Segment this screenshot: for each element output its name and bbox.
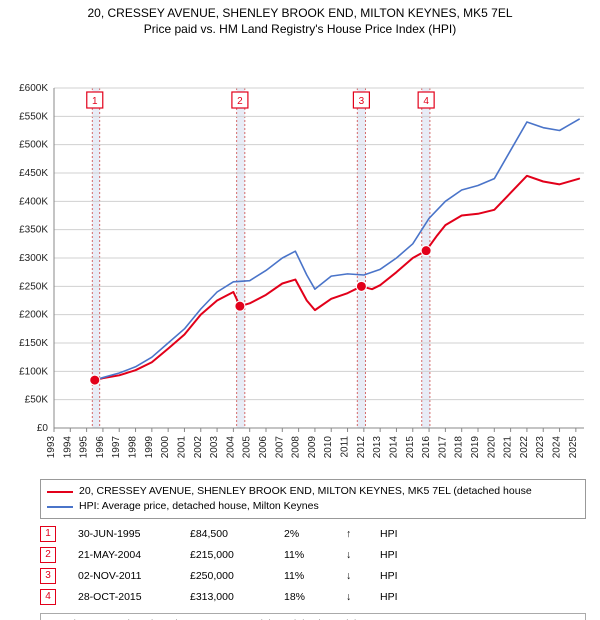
- sale-date: 28-OCT-2015: [78, 591, 168, 603]
- sale-date: 02-NOV-2011: [78, 570, 168, 582]
- svg-text:2015: 2015: [405, 436, 416, 459]
- sale-pct: 2%: [284, 528, 324, 540]
- sale-marker-box: 4: [40, 589, 56, 605]
- svg-text:£100K: £100K: [19, 366, 48, 377]
- title-line-1: 20, CRESSEY AVENUE, SHENLEY BROOK END, M…: [0, 6, 600, 20]
- svg-text:2000: 2000: [160, 436, 171, 459]
- legend: 20, CRESSEY AVENUE, SHENLEY BROOK END, M…: [40, 479, 586, 519]
- sale-pct: 11%: [284, 570, 324, 582]
- svg-text:£0: £0: [37, 423, 49, 434]
- sale-date: 30-JUN-1995: [78, 528, 168, 540]
- svg-text:2019: 2019: [470, 436, 481, 459]
- svg-text:£300K: £300K: [19, 253, 48, 264]
- svg-text:£250K: £250K: [19, 281, 48, 292]
- svg-text:4: 4: [423, 96, 429, 107]
- sale-pct: 11%: [284, 549, 324, 561]
- svg-text:1995: 1995: [79, 436, 90, 459]
- price-chart: £0 £50K £100K £150K £200K £250K £300K £350K £400…: [0, 36, 600, 468]
- svg-text:£50K: £50K: [25, 395, 49, 406]
- svg-text:1996: 1996: [95, 436, 106, 459]
- sale-dir-icon: ↓: [346, 591, 358, 603]
- sale-row: 4 28-OCT-2015 £313,000 18% ↓ HPI: [40, 586, 586, 607]
- sale-hpi-label: HPI: [380, 549, 408, 561]
- sale-dir-icon: ↓: [346, 549, 358, 561]
- svg-text:1: 1: [92, 96, 98, 107]
- svg-text:2009: 2009: [307, 436, 318, 459]
- sale-price: £84,500: [190, 528, 262, 540]
- sale-row: 2 21-MAY-2004 £215,000 11% ↓ HPI: [40, 544, 586, 565]
- svg-text:2020: 2020: [486, 436, 497, 459]
- legend-label: 20, CRESSEY AVENUE, SHENLEY BROOK END, M…: [79, 484, 532, 499]
- svg-text:1997: 1997: [111, 436, 122, 459]
- svg-text:£600K: £600K: [19, 83, 48, 94]
- svg-text:2023: 2023: [535, 436, 546, 459]
- sale-marker-box: 3: [40, 568, 56, 584]
- sales-table: 1 30-JUN-1995 £84,500 2% ↑ HPI 2 21-MAY-2004 £21…: [40, 523, 586, 607]
- legend-item: HPI: Average price, detached house, Milt…: [47, 499, 579, 514]
- svg-text:2018: 2018: [454, 436, 465, 459]
- svg-text:1999: 1999: [144, 436, 155, 459]
- sale-row: 3 02-NOV-2011 £250,000 11% ↓ HPI: [40, 565, 586, 586]
- sale-price: £250,000: [190, 570, 262, 582]
- svg-text:£450K: £450K: [19, 168, 48, 179]
- sale-hpi-label: HPI: [380, 591, 408, 603]
- sale-hpi-label: HPI: [380, 528, 408, 540]
- legend-item: 20, CRESSEY AVENUE, SHENLEY BROOK END, M…: [47, 484, 579, 499]
- title-line-2: Price paid vs. HM Land Registry's House …: [0, 22, 600, 36]
- svg-text:£550K: £550K: [19, 111, 48, 122]
- svg-text:£150K: £150K: [19, 338, 48, 349]
- legend-swatch: [47, 491, 73, 493]
- legend-label: HPI: Average price, detached house, Milt…: [79, 499, 319, 514]
- sale-hpi-label: HPI: [380, 570, 408, 582]
- sale-price: £313,000: [190, 591, 262, 603]
- svg-text:2014: 2014: [388, 436, 399, 459]
- svg-text:2025: 2025: [568, 436, 579, 459]
- svg-text:2022: 2022: [519, 436, 530, 459]
- sale-dir-icon: ↓: [346, 570, 358, 582]
- svg-text:2003: 2003: [209, 436, 220, 459]
- svg-text:2004: 2004: [225, 436, 236, 459]
- svg-text:2021: 2021: [503, 436, 514, 459]
- svg-text:2011: 2011: [340, 436, 351, 458]
- svg-text:2013: 2013: [372, 436, 383, 459]
- svg-text:2012: 2012: [356, 436, 367, 459]
- svg-text:2008: 2008: [291, 436, 302, 459]
- svg-text:1994: 1994: [62, 436, 73, 459]
- svg-text:2002: 2002: [193, 436, 204, 459]
- sale-marker-box: 1: [40, 526, 56, 542]
- svg-text:2010: 2010: [323, 436, 334, 459]
- svg-text:2007: 2007: [274, 436, 285, 459]
- sale-dir-icon: ↑: [346, 528, 358, 540]
- svg-text:£200K: £200K: [19, 310, 48, 321]
- sale-row: 1 30-JUN-1995 £84,500 2% ↑ HPI: [40, 523, 586, 544]
- svg-text:2024: 2024: [552, 436, 563, 459]
- chart-title-block: 20, CRESSEY AVENUE, SHENLEY BROOK END, M…: [0, 0, 600, 36]
- svg-text:1993: 1993: [46, 436, 57, 459]
- svg-text:£500K: £500K: [19, 140, 48, 151]
- sale-date: 21-MAY-2004: [78, 549, 168, 561]
- svg-text:2017: 2017: [437, 436, 448, 459]
- svg-text:3: 3: [359, 96, 365, 107]
- svg-text:£400K: £400K: [19, 196, 48, 207]
- svg-text:1998: 1998: [128, 436, 139, 459]
- sale-pct: 18%: [284, 591, 324, 603]
- svg-text:2005: 2005: [242, 436, 253, 459]
- svg-text:2006: 2006: [258, 436, 269, 459]
- sale-price: £215,000: [190, 549, 262, 561]
- svg-text:2016: 2016: [421, 436, 432, 459]
- svg-text:2: 2: [237, 96, 243, 107]
- svg-text:£350K: £350K: [19, 225, 48, 236]
- sale-marker-box: 2: [40, 547, 56, 563]
- svg-text:2001: 2001: [176, 436, 187, 459]
- attribution-footer: Contains HM Land Registry data © Crown c…: [40, 613, 586, 620]
- legend-swatch: [47, 506, 73, 508]
